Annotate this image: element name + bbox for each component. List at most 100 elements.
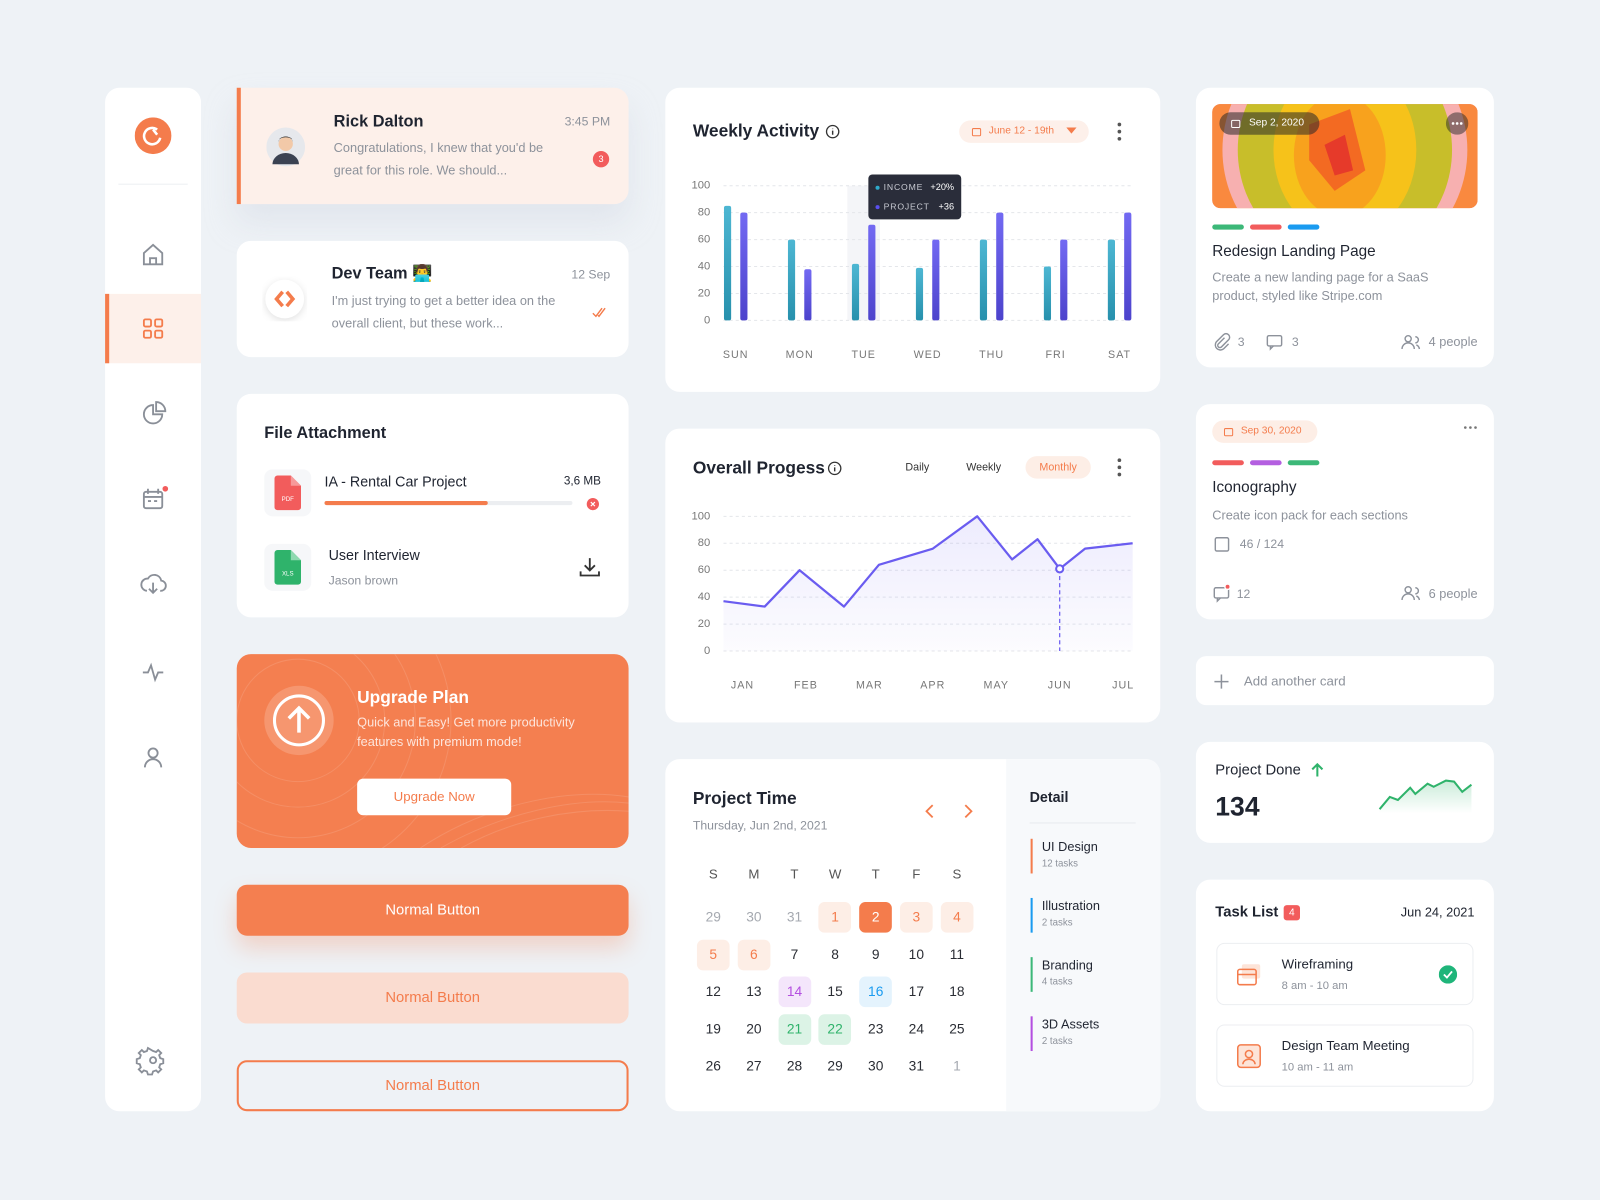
detail-name: Illustration [1041, 898, 1100, 914]
tab[interactable]: Weekly [966, 461, 1002, 474]
active-item[interactable] [105, 293, 202, 364]
more[interactable] [1445, 112, 1469, 135]
sender: Rick Dalton [333, 113, 424, 131]
date: Jun 24, 2021 [1400, 905, 1475, 920]
comments: 12 [1236, 586, 1251, 602]
day[interactable]: 29 [705, 909, 721, 925]
cancel[interactable] [586, 497, 600, 511]
menu[interactable] [1115, 121, 1123, 141]
day[interactable]: 29 [827, 1058, 843, 1074]
upgrade-card: Upgrade Plan Quick and Easy! Get more pr… [236, 654, 629, 848]
day[interactable]: 12 [705, 983, 721, 999]
date-filter[interactable]: June 12 - 19th [959, 120, 1089, 143]
day[interactable]: 20 [746, 1020, 762, 1037]
day[interactable]: 5 [696, 939, 730, 970]
tab[interactable]: Daily [905, 461, 930, 474]
progress-bar [324, 501, 489, 506]
message-card[interactable]: Rick Dalton 3:45 PM Congratulations, I k… [236, 87, 629, 205]
task[interactable]: Design Team Meeting 10 am - 11 am [1216, 1024, 1474, 1087]
day[interactable]: 16 [859, 976, 893, 1008]
day[interactable]: 17 [908, 983, 924, 999]
day[interactable]: 18 [949, 983, 965, 999]
task-list: Task List 4 Jun 24, 2021 Wireframing 8 am… [1195, 879, 1494, 1112]
stat-value: 134 [1215, 790, 1260, 822]
menu[interactable] [1115, 457, 1123, 477]
detail-pane [1006, 759, 1161, 1112]
day[interactable]: 30 [746, 909, 762, 925]
message-text: Congratulations, I knew that you'd be gr… [333, 140, 544, 178]
secondary-button[interactable]: Normal Button [236, 972, 629, 1024]
done-check [1438, 965, 1458, 984]
progress-track [324, 501, 573, 506]
message-card[interactable]: Dev Team 👨‍💻 12 Sep I'm just trying to g… [236, 240, 629, 358]
tab[interactable]: Monthly [1025, 456, 1091, 479]
day[interactable]: 1 [953, 1058, 961, 1074]
task-card[interactable]: Sep 2, 2020 Redesign Landing Page Create… [1195, 87, 1494, 368]
weekday: T [871, 866, 880, 882]
date: Thursday, Jun 2nd, 2021 [692, 818, 828, 833]
day[interactable]: 7 [790, 946, 799, 962]
outline-button[interactable]: Normal Button [236, 1060, 629, 1112]
download[interactable] [579, 556, 601, 578]
weekly-activity: Weekly Activity June 12 - 19th [665, 87, 1161, 392]
people: 4 people [1428, 334, 1478, 349]
file-icon: XLS [264, 543, 312, 591]
day[interactable]: 8 [831, 946, 839, 962]
day[interactable]: 28 [786, 1058, 803, 1074]
primary-button[interactable]: Normal Button [236, 884, 629, 936]
date-pill: Sep 30, 2020 [1212, 420, 1318, 443]
task[interactable]: Wireframing 8 am - 10 am [1216, 942, 1474, 1006]
day[interactable]: 13 [746, 983, 762, 999]
day[interactable]: 6 [737, 939, 771, 970]
info-icon[interactable] [825, 124, 840, 139]
day[interactable]: 22 [818, 1013, 852, 1045]
checklist: 46 / 124 [1239, 536, 1285, 552]
day[interactable]: 31 [786, 909, 803, 925]
file-attachment: File Attachment PDF IA - Rental Car Proj… [236, 393, 629, 618]
day[interactable]: 15 [827, 983, 843, 999]
day[interactable]: 10 [908, 946, 924, 962]
section-title: File Attachment [264, 424, 387, 442]
tag [1249, 224, 1282, 230]
add-card[interactable]: Add another card [1195, 656, 1494, 706]
detail-tasks: 2 tasks [1041, 1035, 1073, 1047]
file-size: 3,6 MB [563, 475, 602, 488]
overall-progress: Overall Progess Daily Weekly Monthly [665, 428, 1161, 723]
add-card-label: Add another card [1243, 673, 1346, 689]
message-text: I'm just trying to get a better idea on … [331, 293, 556, 331]
nav-icons[interactable] [105, 88, 201, 1111]
upgrade-text: Quick and Easy! Get more productivity fe… [357, 715, 575, 749]
pattern [236, 654, 629, 848]
detail-title: Detail [1029, 788, 1069, 806]
project-time: Project Time Thursday, Jun 2nd, 2021 Det… [665, 759, 1161, 1112]
upgrade-button[interactable]: Upgrade Now [357, 778, 512, 816]
time: 12 Sep [571, 267, 611, 282]
month-nav[interactable] [922, 803, 975, 819]
day[interactable]: 14 [778, 976, 811, 1008]
info-icon[interactable] [827, 461, 842, 476]
logo [134, 117, 172, 155]
day[interactable]: 19 [705, 1020, 721, 1037]
day[interactable]: 21 [778, 1013, 811, 1045]
day[interactable]: 31 [908, 1058, 924, 1074]
day[interactable]: 25 [949, 1020, 965, 1037]
day[interactable]: 1 [818, 902, 852, 933]
day[interactable]: 27 [746, 1058, 762, 1074]
detail-name: Branding [1041, 958, 1093, 973]
card-meta-icons [1213, 537, 1421, 603]
day[interactable]: 23 [868, 1020, 884, 1037]
more[interactable] [1463, 424, 1477, 430]
weekday: S [708, 866, 718, 882]
day[interactable]: 11 [949, 946, 965, 962]
task-card[interactable]: Sep 30, 2020 Iconography Create icon pac… [1195, 404, 1494, 620]
day[interactable]: 4 [940, 902, 974, 933]
day[interactable]: 24 [908, 1020, 924, 1037]
day[interactable]: 26 [705, 1058, 721, 1074]
day[interactable]: 9 [871, 946, 880, 962]
task-time: 8 am - 10 am [1281, 979, 1348, 992]
day[interactable]: 3 [899, 902, 933, 933]
day[interactable]: 30 [868, 1058, 884, 1074]
card-title: Redesign Landing Page [1212, 242, 1376, 261]
day[interactable]: 2 [859, 902, 893, 933]
